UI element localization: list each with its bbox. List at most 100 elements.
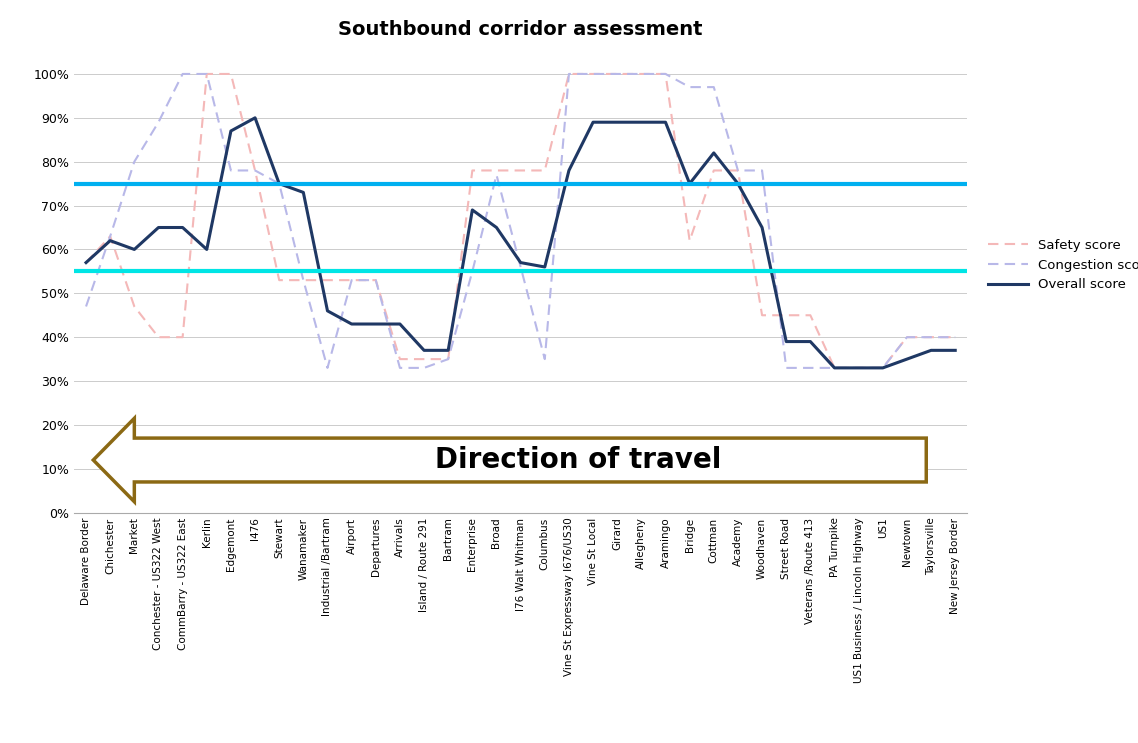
Overall score (731, 179, 744, 188)
Congestion score (224, 166, 238, 175)
Overall score (393, 319, 406, 328)
Congestion score (200, 70, 214, 79)
Overall score (827, 363, 841, 372)
Congestion score (562, 70, 576, 79)
Safety score (731, 166, 744, 175)
Overall score (659, 117, 673, 126)
Congestion score (731, 166, 744, 175)
Line: Congestion score: Congestion score (86, 74, 955, 368)
Overall score (803, 337, 817, 346)
Overall score (924, 346, 938, 355)
Overall score (852, 363, 866, 372)
Congestion score (876, 363, 890, 372)
Congestion score (513, 262, 527, 271)
Safety score (876, 363, 890, 372)
Safety score (659, 70, 673, 79)
Congestion score (297, 276, 311, 285)
Congestion score (465, 267, 479, 276)
Safety score (513, 166, 527, 175)
Safety score (780, 311, 793, 319)
Safety score (489, 166, 503, 175)
Safety score (827, 363, 841, 372)
Safety score (80, 258, 93, 267)
Overall score (465, 206, 479, 215)
Safety score (248, 166, 262, 175)
Overall score (610, 117, 624, 126)
Overall score (127, 245, 141, 254)
Safety score (442, 354, 455, 363)
Congestion score (924, 333, 938, 342)
Congestion score (442, 354, 455, 363)
Safety score (707, 166, 720, 175)
Title: Southbound corridor assessment: Southbound corridor assessment (338, 20, 703, 39)
Congestion score (756, 166, 769, 175)
Safety score (924, 333, 938, 342)
Congestion score (272, 179, 286, 188)
Safety score (586, 70, 600, 79)
Overall score (489, 223, 503, 232)
Overall score (562, 166, 576, 175)
Congestion score (418, 363, 431, 372)
Safety score (272, 276, 286, 285)
Congestion score (151, 117, 165, 126)
Safety score (224, 70, 238, 79)
Congestion score (104, 232, 117, 241)
Congestion score (852, 363, 866, 372)
Congestion score (683, 82, 696, 91)
Line: Safety score: Safety score (86, 74, 955, 368)
Line: Overall score: Overall score (86, 118, 955, 368)
Safety score (948, 333, 962, 342)
Overall score (418, 346, 431, 355)
Congestion score (803, 363, 817, 372)
Overall score (780, 337, 793, 346)
Safety score (369, 276, 382, 285)
Congestion score (538, 354, 552, 363)
Congestion score (127, 158, 141, 166)
Congestion score (827, 363, 841, 372)
Overall score (224, 126, 238, 135)
Overall score (876, 363, 890, 372)
Overall score (200, 245, 214, 254)
Safety score (151, 333, 165, 342)
Congestion score (659, 70, 673, 79)
Safety score (756, 311, 769, 319)
Safety score (345, 276, 358, 285)
Overall score (683, 179, 696, 188)
Safety score (683, 236, 696, 245)
Congestion score (586, 70, 600, 79)
Congestion score (780, 363, 793, 372)
Polygon shape (93, 418, 926, 502)
Congestion score (321, 363, 335, 372)
Overall score (175, 223, 189, 232)
Safety score (321, 276, 335, 285)
Safety score (200, 70, 214, 79)
Congestion score (369, 276, 382, 285)
Overall score (707, 149, 720, 158)
Overall score (900, 354, 914, 363)
Overall score (272, 179, 286, 188)
Text: Direction of travel: Direction of travel (436, 446, 721, 474)
Congestion score (80, 302, 93, 311)
Overall score (321, 306, 335, 315)
Legend: Safety score, Congestion score, Overall score: Safety score, Congestion score, Overall … (983, 233, 1138, 296)
Safety score (418, 354, 431, 363)
Safety score (538, 166, 552, 175)
Overall score (80, 258, 93, 267)
Safety score (852, 363, 866, 372)
Safety score (900, 333, 914, 342)
Congestion score (175, 70, 189, 79)
Congestion score (248, 166, 262, 175)
Congestion score (635, 70, 649, 79)
Overall score (513, 258, 527, 267)
Overall score (635, 117, 649, 126)
Overall score (586, 117, 600, 126)
Safety score (803, 311, 817, 319)
Safety score (393, 354, 406, 363)
Congestion score (610, 70, 624, 79)
Congestion score (345, 276, 358, 285)
Safety score (127, 302, 141, 311)
Overall score (442, 346, 455, 355)
Overall score (297, 188, 311, 197)
Congestion score (900, 333, 914, 342)
Overall score (104, 236, 117, 245)
